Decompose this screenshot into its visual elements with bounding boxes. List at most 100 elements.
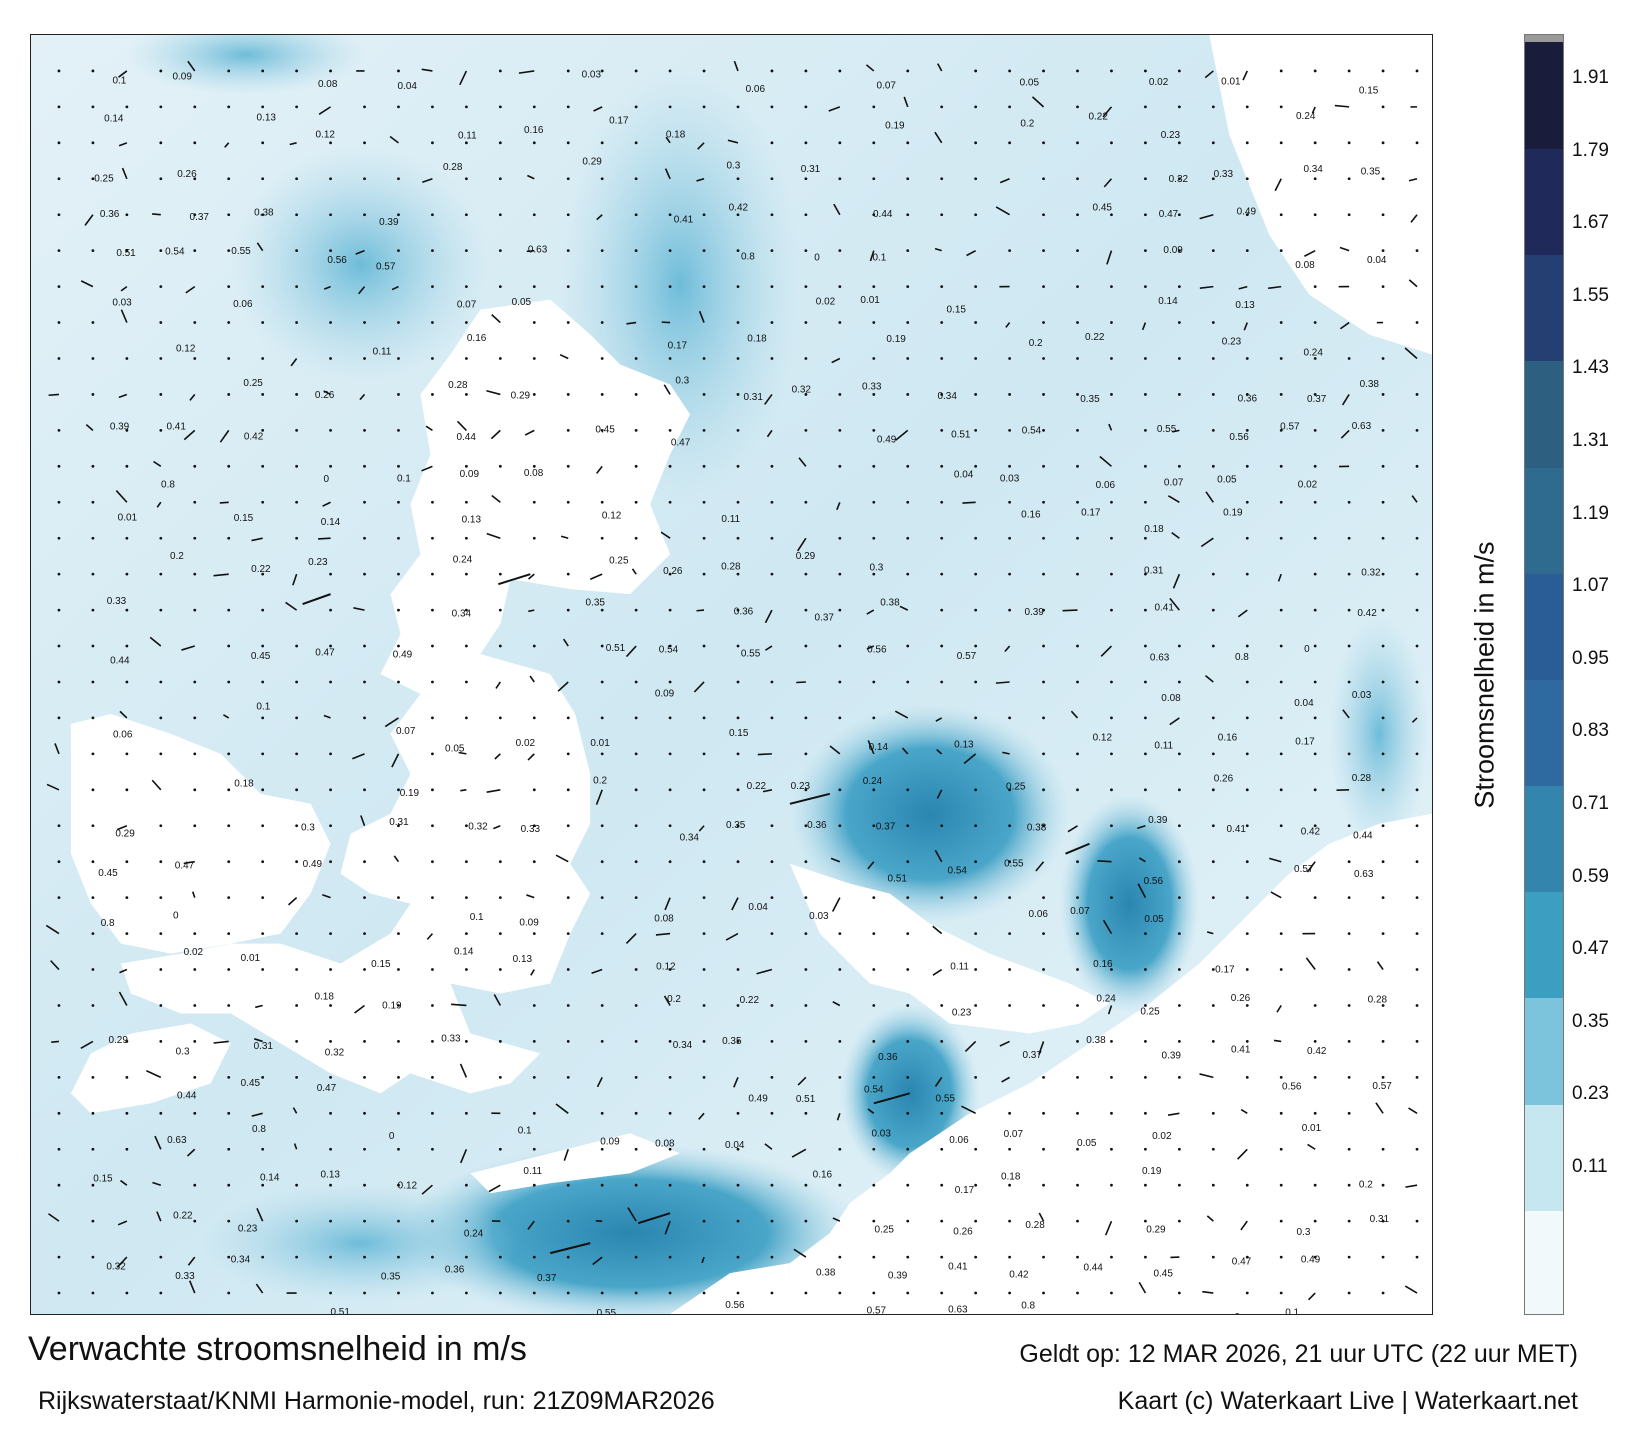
grid-dot <box>532 105 536 109</box>
grid-dot <box>57 1111 61 1115</box>
current-arrow <box>527 1220 535 1230</box>
grid-dot <box>804 1111 808 1115</box>
grid-dot <box>261 500 265 504</box>
grid-dot <box>329 1075 332 1079</box>
grid-dot <box>91 177 95 181</box>
grid-dot <box>431 1004 434 1007</box>
speed-value: 0.02 <box>1298 479 1318 490</box>
grid-dot <box>431 752 434 756</box>
grid-dot <box>566 968 570 971</box>
current-arrow-strong <box>550 1242 591 1255</box>
grid-dot <box>770 824 774 828</box>
grid-dot <box>1042 572 1045 576</box>
grid-dot <box>498 860 502 864</box>
grid-dot <box>532 860 536 864</box>
speed-value: 0.2 <box>1359 1180 1373 1191</box>
grid-dot <box>974 896 978 900</box>
grid-dot <box>872 572 876 576</box>
grid-dot <box>1211 1004 1215 1007</box>
speed-value: 0.24 <box>1296 111 1316 122</box>
grid-dot <box>1076 1040 1079 1043</box>
grid-dot <box>872 141 876 145</box>
grid-dot <box>906 896 910 900</box>
current-arrow <box>935 717 943 722</box>
speed-value: 0.09 <box>600 1136 620 1147</box>
grid-dot <box>1381 824 1385 828</box>
grid-dot <box>91 932 95 935</box>
grid-dot <box>1347 141 1351 145</box>
current-arrow <box>1138 857 1146 863</box>
grid-dot <box>600 1111 604 1115</box>
grid-dot <box>464 213 468 217</box>
grid-dot <box>940 1183 944 1187</box>
grid-dot <box>906 1183 910 1187</box>
colorbar-tick-label: 1.91 <box>1572 67 1609 88</box>
speed-value: 0.06 <box>233 299 253 310</box>
grid-dot <box>1381 1040 1385 1043</box>
speed-value: 0.19 <box>400 788 420 799</box>
grid-dot <box>1042 464 1045 468</box>
grid-dot <box>1042 1111 1045 1115</box>
grid-dot <box>1245 105 1249 109</box>
current-arrow <box>1206 1215 1214 1222</box>
current-arrow <box>149 636 162 647</box>
speed-value: 0.12 <box>176 344 196 355</box>
grid-dot <box>940 1219 944 1223</box>
grid-dot <box>566 464 570 468</box>
grid-dot <box>1110 716 1113 720</box>
current-speed-map[interactable]: 0.1 0.09 0.08 0.04 0.03 0.06 0.07 0.05 0.02 0.01 0… <box>30 34 1433 1315</box>
current-arrow <box>1206 931 1214 935</box>
grid-dot <box>974 393 978 396</box>
grid-dot <box>634 752 638 756</box>
grid-dot <box>1177 1040 1181 1043</box>
grid-dot <box>397 896 400 900</box>
current-arrow <box>1100 645 1113 657</box>
current-arrow <box>836 501 841 511</box>
current-arrow <box>867 861 875 870</box>
grid-dot <box>91 716 95 720</box>
grid-dot <box>1177 1147 1181 1151</box>
speed-value: 0.51 <box>116 248 136 259</box>
grid-dot <box>159 1291 163 1295</box>
speed-value: 0.18 <box>314 991 334 1002</box>
grid-dot <box>804 824 808 828</box>
grid-dot <box>940 213 944 217</box>
current-arrow <box>421 1184 433 1195</box>
speed-value: 0.31 <box>389 817 409 828</box>
grid-dot <box>1347 752 1351 756</box>
grid-dot <box>634 464 638 468</box>
grid-dot <box>431 357 434 360</box>
grid-dot <box>1347 1291 1351 1295</box>
grid-dot <box>227 896 231 900</box>
current-arrow <box>693 681 705 693</box>
grid-dot <box>532 536 536 540</box>
grid-dot <box>295 860 299 864</box>
grid-dot <box>600 357 604 360</box>
grid-dot <box>838 572 842 576</box>
grid-dot <box>57 69 61 73</box>
speed-value: 0.41 <box>1154 602 1174 613</box>
speed-value: 0.18 <box>666 130 686 141</box>
grid-dot <box>804 896 808 900</box>
grid-dot <box>770 1183 774 1187</box>
grid-dot <box>1415 860 1419 864</box>
grid-dot <box>940 285 944 289</box>
speed-value: 0.04 <box>748 902 768 913</box>
speed-value: 0.22 <box>747 781 767 792</box>
grid-dot <box>566 1075 570 1079</box>
grid-dot <box>193 1183 197 1187</box>
valid-time: Geldt op: 12 MAR 2026, 21 uur UTC (22 uu… <box>1019 1340 1578 1368</box>
grid-dot <box>532 1111 536 1115</box>
grid-dot <box>329 69 332 73</box>
current-arrow <box>1167 1112 1180 1116</box>
grid-dot <box>634 788 638 792</box>
grid-dot <box>397 932 400 935</box>
current-arrow <box>1107 1005 1113 1015</box>
grid-dot <box>1245 644 1249 648</box>
grid-dot <box>431 1147 434 1151</box>
grid-dot <box>566 1040 570 1043</box>
grid-dot <box>1245 968 1249 971</box>
current-arrow <box>936 63 943 72</box>
grid-dot <box>600 824 604 828</box>
grid-dot <box>974 69 978 73</box>
